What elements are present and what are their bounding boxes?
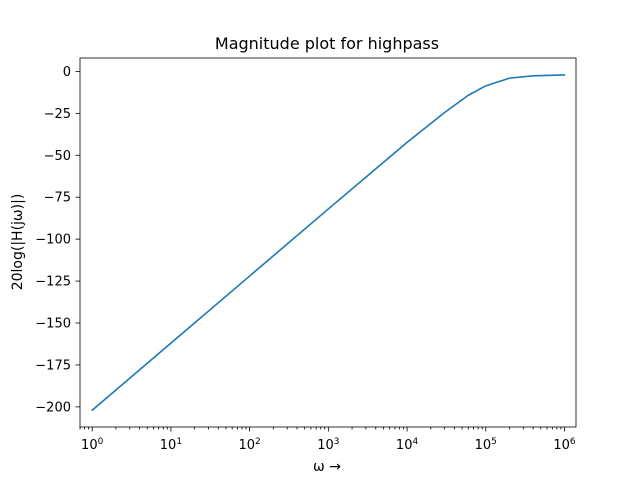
x-tick-label: 100 bbox=[81, 437, 104, 453]
axes bbox=[79, 57, 577, 428]
y-tick-label: 0 bbox=[63, 65, 71, 80]
chart-title: Magnitude plot for highpass bbox=[215, 34, 439, 53]
series-line bbox=[91, 74, 566, 412]
y-tick-label: −150 bbox=[35, 317, 71, 332]
y-tick-label: −25 bbox=[44, 107, 71, 122]
ticks: 0 −25 −50 −75 −100 −125 −150 −175 −200 100 101 102 1… bbox=[35, 65, 576, 453]
x-tick-label: 105 bbox=[475, 437, 497, 453]
x-tick-label: 103 bbox=[317, 437, 339, 453]
series-group bbox=[91, 74, 566, 412]
y-tick-label: −100 bbox=[35, 233, 71, 248]
y-axis-title: 20log(|H(jω)|) bbox=[10, 194, 26, 291]
x-tick-label: 106 bbox=[553, 437, 576, 453]
x-tick-label: 102 bbox=[238, 437, 260, 453]
x-tick-label: 101 bbox=[160, 437, 182, 453]
y-tick-label: −50 bbox=[44, 149, 71, 164]
plot-frame bbox=[79, 57, 577, 428]
x-axis-title: ω → bbox=[313, 459, 341, 475]
y-tick-label: −175 bbox=[35, 358, 71, 373]
y-tick-label: −75 bbox=[44, 191, 71, 206]
y-tick-label: −200 bbox=[35, 400, 71, 415]
y-tick-label: −125 bbox=[35, 275, 71, 290]
x-tick-label: 104 bbox=[396, 437, 419, 453]
